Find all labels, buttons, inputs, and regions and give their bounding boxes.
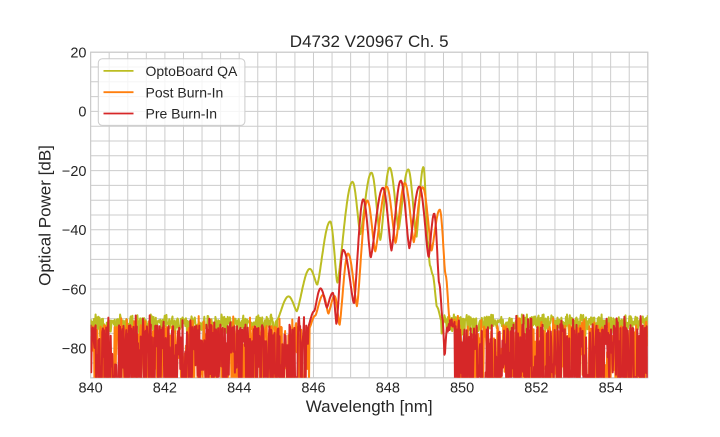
svg-text:Pre Burn-In: Pre Burn-In xyxy=(146,106,218,122)
svg-text:−20: −20 xyxy=(62,164,87,180)
svg-text:850: 850 xyxy=(450,380,474,396)
svg-text:0: 0 xyxy=(78,105,86,121)
svg-text:Wavelength [nm]: Wavelength [nm] xyxy=(306,397,433,416)
svg-text:−60: −60 xyxy=(62,282,87,298)
svg-text:20: 20 xyxy=(70,46,86,62)
svg-text:−80: −80 xyxy=(62,342,87,358)
svg-text:844: 844 xyxy=(227,380,251,396)
svg-text:840: 840 xyxy=(78,380,102,396)
svg-text:Optical Power [dB]: Optical Power [dB] xyxy=(36,145,55,286)
svg-text:854: 854 xyxy=(599,380,623,396)
svg-text:852: 852 xyxy=(524,380,548,396)
svg-text:Post Burn-In: Post Burn-In xyxy=(146,84,224,100)
svg-text:842: 842 xyxy=(153,380,177,396)
svg-text:848: 848 xyxy=(376,380,400,396)
svg-text:D4732 V20967 Ch. 5: D4732 V20967 Ch. 5 xyxy=(290,32,449,51)
svg-text:−40: −40 xyxy=(62,223,87,239)
svg-text:OptoBoard QA: OptoBoard QA xyxy=(146,63,238,79)
svg-text:846: 846 xyxy=(301,380,325,396)
